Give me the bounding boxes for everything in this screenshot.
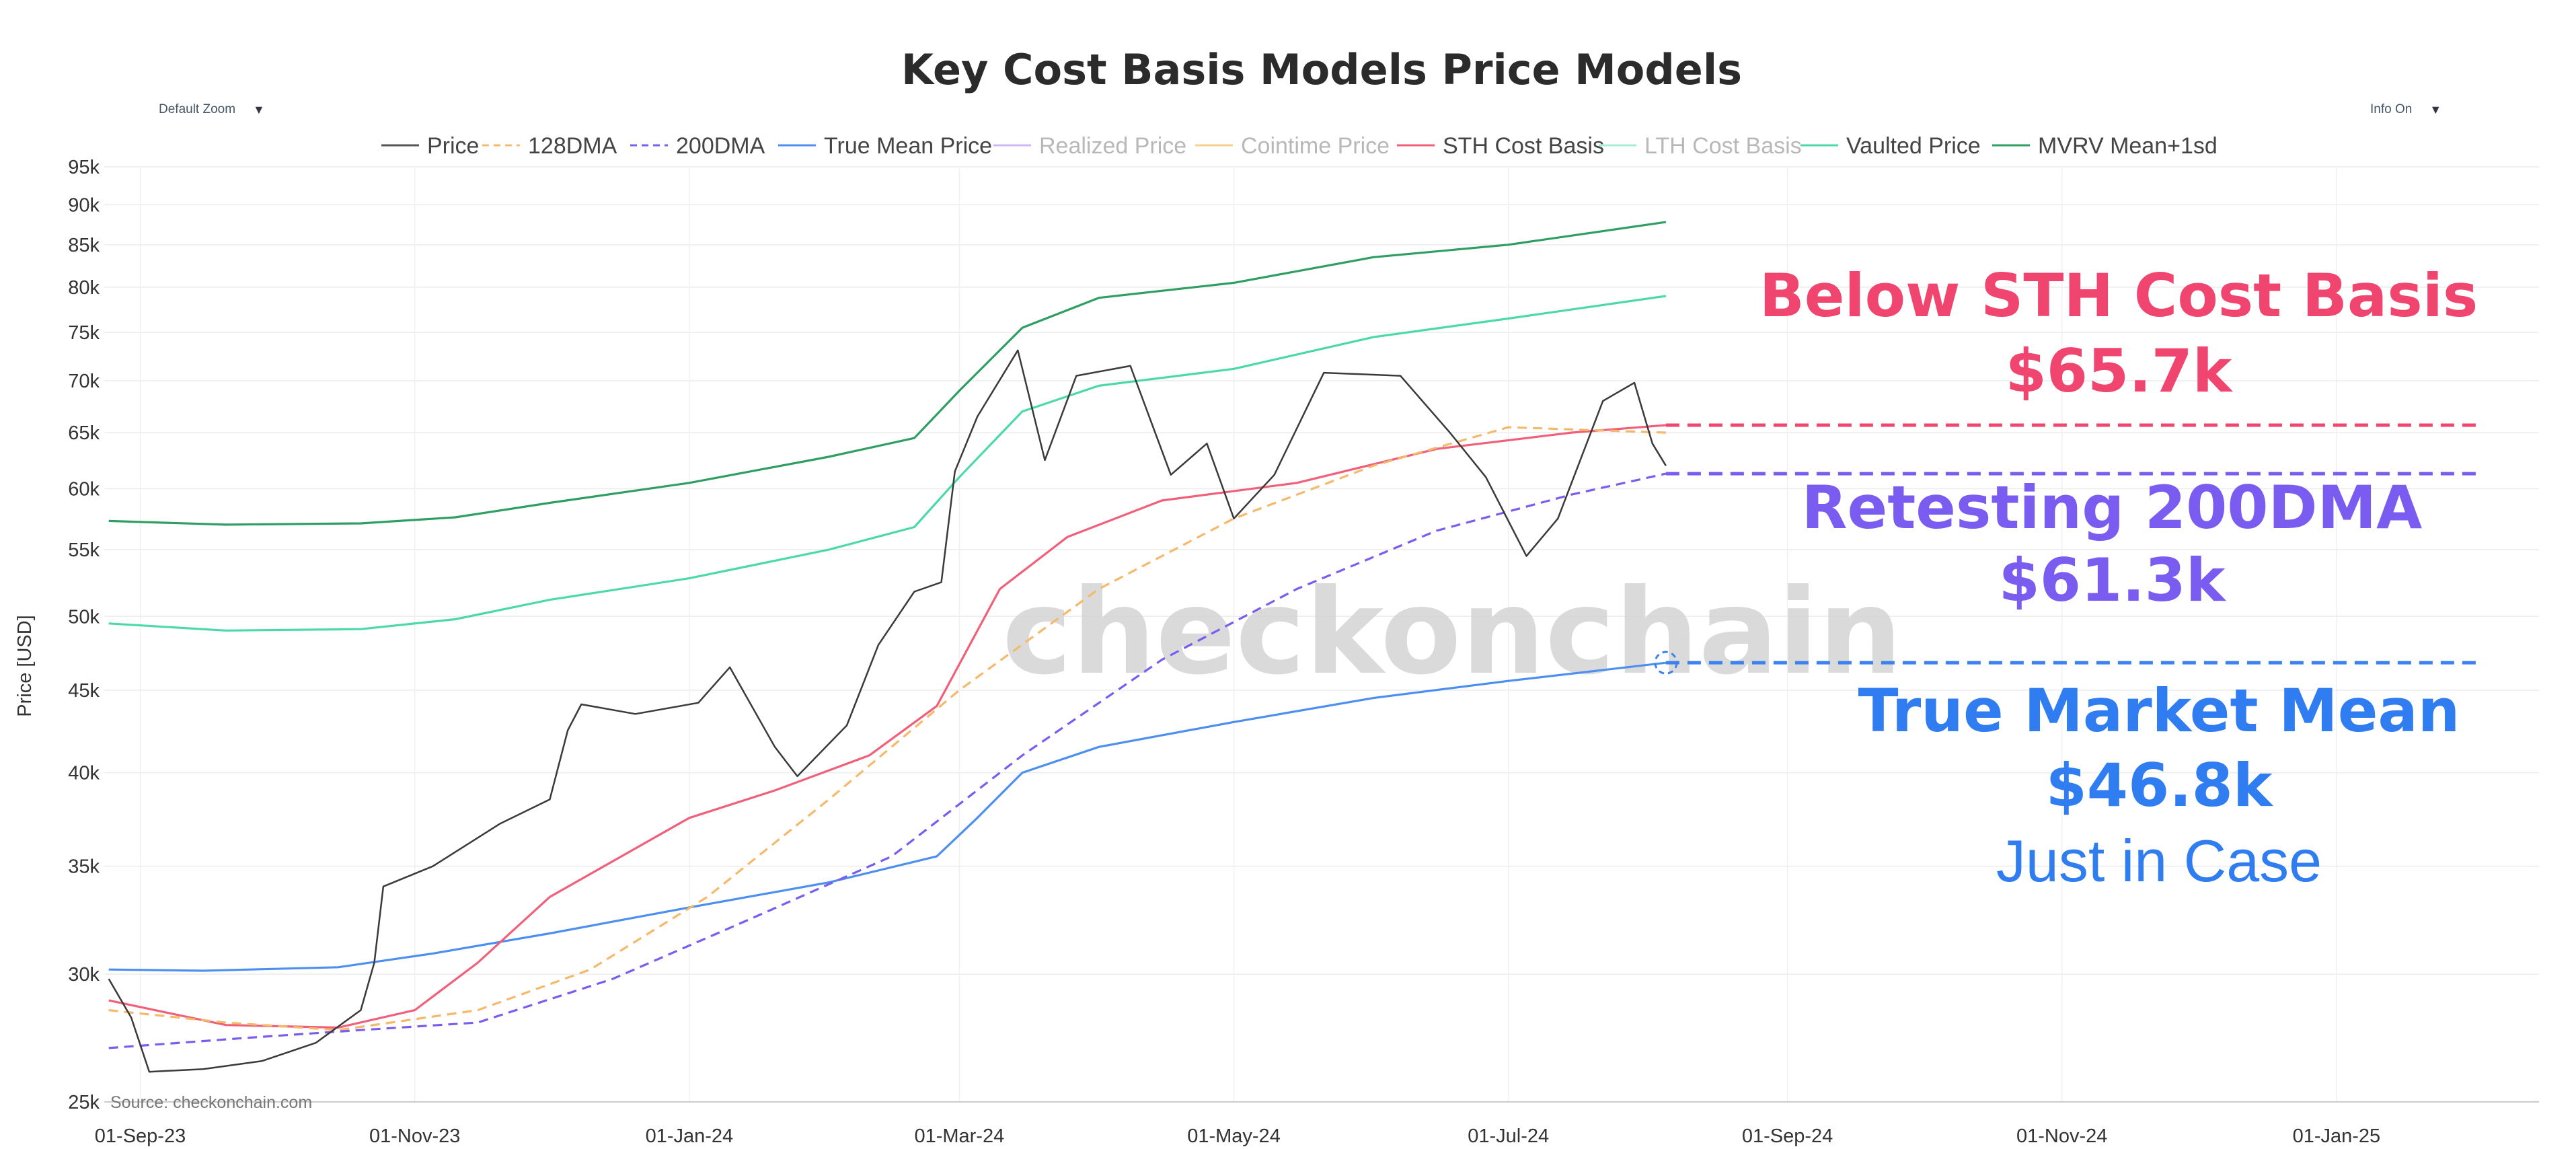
legend-label: 200DMA [676, 133, 765, 159]
info-dropdown-label: Info On [2370, 102, 2413, 116]
series-group [108, 221, 1667, 1073]
chevron-down-icon: ▼ [2429, 102, 2442, 116]
legend-label: Cointime Price [1241, 133, 1390, 159]
watermark: checkonchain [1002, 564, 1902, 701]
annotation-title: Below STH Cost Basis [1759, 261, 2478, 330]
series-sth-cost-basis [108, 424, 1667, 1029]
legend-item-true-mean-price[interactable]: True Mean Price [778, 133, 992, 159]
legend-label: STH Cost Basis [1443, 133, 1604, 159]
legend-item-realized-price[interactable]: Realized Price [993, 133, 1186, 159]
legend-item-lth-cost-basis[interactable]: LTH Cost Basis [1599, 133, 1802, 159]
legend-label: Price [427, 133, 479, 159]
legend-label: 128DMA [528, 133, 617, 159]
annotations: Below STH Cost Basis$65.7k Retesting 200D… [1759, 261, 2478, 894]
y-tick-label: 40k [68, 763, 100, 784]
y-axis-label: Price [USD] [14, 615, 36, 716]
legend-label: Realized Price [1039, 133, 1186, 159]
annotation-note: Just in Case [1996, 827, 2322, 894]
x-tick-label: 01-Jul-24 [1468, 1125, 1549, 1147]
annotation-title: True Market Mean [1858, 676, 2460, 745]
x-tick-label: 01-Jan-24 [646, 1125, 734, 1147]
series-price [108, 349, 1667, 1073]
annotation-1: Below STH Cost Basis$65.7k [1759, 261, 2478, 406]
y-tick-label: 50k [68, 606, 100, 628]
series-mvrv-mean-1sd [108, 221, 1667, 526]
zoom-dropdown[interactable]: Default Zoom ▼ [159, 100, 265, 120]
y-tick-label: 30k [68, 964, 100, 986]
chart-title: Key Cost Basis Models Price Models [901, 45, 1742, 94]
legend-label: True Mean Price [824, 133, 992, 159]
legend: Price 128DMA 200DMA True Mean Price Realized… [381, 133, 2218, 159]
y-tick-label: 90k [68, 194, 100, 216]
annotation-value: $61.3k [1999, 546, 2227, 615]
y-axis: 25k 30k 35k 40k 45k 50k 55k 60k 65k 70k 75k 80k 85k 9… [68, 157, 100, 1113]
y-tick-label: 45k [68, 680, 100, 702]
x-tick-label: 01-Mar-24 [914, 1125, 1004, 1147]
y-tick-label: 80k [68, 277, 100, 299]
x-tick-label: 01-Sep-23 [95, 1125, 186, 1147]
chevron-down-icon: ▼ [253, 102, 265, 116]
x-tick-label: 01-Jan-25 [2293, 1125, 2381, 1147]
legend-item-price[interactable]: Price [381, 133, 479, 159]
y-tick-label: 65k [68, 422, 100, 444]
annotation-value: $65.7k [2006, 336, 2234, 406]
y-tick-label: 60k [68, 478, 100, 500]
source-note: Source: checkonchain.com [110, 1093, 312, 1112]
marker-circle [1654, 651, 1678, 675]
x-axis: 01-Sep-23 01-Nov-23 01-Jan-24 01-Mar-24 01-M… [95, 1101, 2539, 1147]
legend-label: LTH Cost Basis [1644, 133, 1802, 159]
legend-item-cointime-price[interactable]: Cointime Price [1195, 133, 1390, 159]
legend-label: Vaulted Price [1846, 133, 1981, 159]
annotation-2: Retesting 200DMA$61.3k [1802, 473, 2423, 615]
info-dropdown[interactable]: Info On ▼ [2370, 100, 2441, 120]
legend-item-mvrv-mean-1sd[interactable]: MVRV Mean+1sd [1992, 133, 2218, 159]
x-tick-label: 01-Sep-24 [1742, 1125, 1833, 1147]
y-tick-label: 55k [68, 540, 100, 561]
legend-item-128dma[interactable]: 128DMA [482, 133, 617, 159]
zoom-dropdown-label: Default Zoom [159, 102, 236, 116]
x-tick-label: 01-May-24 [1187, 1125, 1281, 1147]
y-tick-label: 95k [68, 157, 100, 178]
legend-item-200dma[interactable]: 200DMA [630, 133, 765, 159]
legend-item-sth-cost-basis[interactable]: STH Cost Basis [1397, 133, 1604, 159]
grid [104, 166, 2539, 1103]
legend-label: MVRV Mean+1sd [2038, 133, 2218, 159]
annotation-value: $46.8k [2046, 751, 2274, 820]
legend-item-vaulted-price[interactable]: Vaulted Price [1801, 133, 1981, 159]
y-tick-label: 70k [68, 371, 100, 392]
annotation-3: True Market Mean$46.8k Just in Case [1858, 676, 2460, 894]
y-tick-label: 75k [68, 322, 100, 344]
series-128dma [108, 426, 1666, 1031]
y-tick-label: 85k [68, 235, 100, 256]
markers [1654, 423, 2476, 675]
series-true-mean-price [108, 661, 1667, 972]
series-200dma [108, 472, 1667, 1049]
annotation-title: Retesting 200DMA [1802, 473, 2423, 542]
y-tick-label: 35k [68, 856, 100, 878]
x-tick-label: 01-Nov-23 [369, 1125, 460, 1147]
series-vaulted-price [108, 295, 1667, 632]
x-tick-label: 01-Nov-24 [2016, 1125, 2107, 1147]
y-tick-label: 25k [68, 1092, 100, 1113]
